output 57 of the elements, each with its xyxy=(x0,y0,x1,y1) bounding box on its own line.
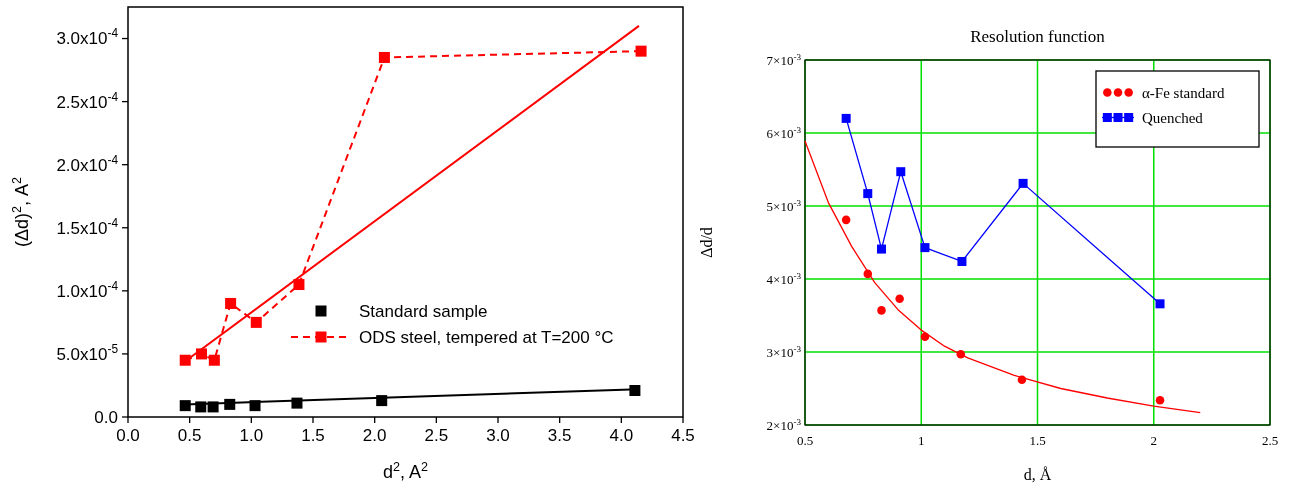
x-tick-label: 3.5 xyxy=(547,425,572,445)
point xyxy=(225,297,237,309)
legend-label: α-Fe standard xyxy=(1142,84,1225,101)
y-tick-label: 5.0x10$^{-5}$ xyxy=(56,341,119,364)
point xyxy=(957,256,967,266)
y-tick-label: 1.0x10$^{-4}$ xyxy=(56,278,119,301)
y-tick-label: 3×10$^{-3}$ xyxy=(766,343,802,360)
x-tick-label: 4.5 xyxy=(671,425,695,445)
point xyxy=(863,189,873,199)
point xyxy=(876,244,886,254)
x-tick-label: 2.5 xyxy=(424,425,449,445)
y-tick-label: 2.5x10$^{-4}$ xyxy=(56,89,119,112)
x-tick-label: 1 xyxy=(918,433,925,449)
line-series xyxy=(804,140,1201,414)
point xyxy=(179,354,191,366)
x-axis-title: d$^{2}$, A$^{2}$ xyxy=(382,460,429,482)
x-tick-label: 1.0 xyxy=(239,425,264,445)
y-tick-label: 1.5x10$^{-4}$ xyxy=(56,215,119,238)
x-tick-label: 2.0 xyxy=(362,425,387,445)
legend-label: Quenched xyxy=(1142,109,1204,126)
x-axis-title: d, Å xyxy=(1023,466,1052,483)
point xyxy=(378,51,390,63)
y-tick-label: 5×10$^{-3}$ xyxy=(766,197,802,214)
point xyxy=(1155,395,1165,405)
point xyxy=(208,354,220,366)
x-tick-label: 0.5 xyxy=(177,425,202,445)
point xyxy=(920,243,930,253)
point xyxy=(1018,178,1028,188)
point xyxy=(1155,299,1165,309)
x-tick-label: 2 xyxy=(1150,433,1157,449)
x-tick-label: 2.5 xyxy=(1261,433,1279,449)
chart-title: Resolution function xyxy=(970,27,1106,46)
y-tick-label: 7×10$^{-3}$ xyxy=(766,51,802,68)
y-tick-label: 2.0x10$^{-4}$ xyxy=(56,152,119,175)
point xyxy=(250,316,262,328)
x-tick-label: 0.5 xyxy=(796,433,814,449)
x-tick-label: 1.5 xyxy=(1029,433,1046,449)
y-tick-label: 2×10$^{-3}$ xyxy=(766,416,802,433)
point xyxy=(895,294,904,303)
x-tick-label: 0.0 xyxy=(116,425,140,445)
point xyxy=(896,167,906,177)
y-tick-label: 3.0x10$^{-4}$ xyxy=(56,26,119,49)
y-axis-title: Δd/d xyxy=(698,227,715,258)
point xyxy=(293,279,305,291)
legend-label: ODS steel, tempered at T=200 °C xyxy=(359,327,614,347)
point xyxy=(841,113,851,123)
point xyxy=(635,45,647,57)
x-tick-label: 3.0 xyxy=(486,425,510,445)
y-tick-label: 0.0 xyxy=(94,407,118,427)
point xyxy=(877,306,886,315)
x-tick-label: 4.0 xyxy=(609,425,634,445)
legend-label: Standard sample xyxy=(359,301,488,321)
point xyxy=(841,215,851,225)
point xyxy=(179,400,191,412)
x-tick-label: 1.5 xyxy=(301,425,325,445)
y-tick-label: 4×10$^{-3}$ xyxy=(766,270,802,287)
y-tick-label: 6×10$^{-3}$ xyxy=(766,124,802,141)
